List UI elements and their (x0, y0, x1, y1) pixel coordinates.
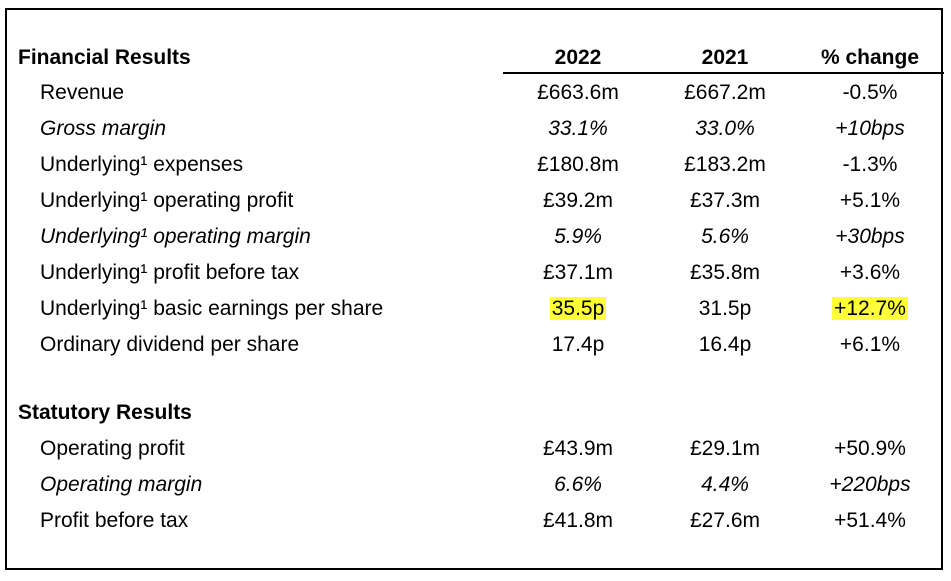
value-underlying-pbt-2021: £35.8m (689, 261, 761, 284)
row-label-underlying-basic-eps: Underlying¹ basic earnings per share (40, 297, 384, 320)
value-gross-margin-2021: 33.0% (695, 117, 755, 140)
value-pbt-2022: £41.8m (542, 509, 614, 532)
value-underlying-eps-2022: 35.5p (508, 297, 648, 321)
value-underlying-expenses-2022: £180.8m (537, 153, 619, 176)
value-underlying-eps-2021: 31.5p (698, 297, 752, 320)
value-underlying-operating-margin-2021: 5.6% (701, 225, 749, 248)
value-operating-margin-2022: 6.6% (554, 473, 602, 496)
value-operating-margin-change: +220bps (829, 473, 911, 496)
row-label-underlying-expenses: Underlying¹ expenses (40, 153, 244, 176)
value-revenue-change: -0.5% (842, 81, 898, 104)
value-underlying-pbt-2022: £37.1m (542, 261, 614, 284)
value-pbt-2021: £27.6m (689, 509, 761, 532)
value-underlying-operating-profit-2022: £39.2m (542, 189, 614, 212)
statutory-results-heading: Statutory Results (18, 401, 192, 424)
value-underlying-pbt-change: +3.6% (839, 261, 901, 284)
row-label-underlying-profit-before-tax: Underlying¹ profit before tax (40, 261, 300, 284)
row-label-ordinary-dividend: Ordinary dividend per share (40, 333, 300, 356)
value-underlying-expenses-change: -1.3% (842, 153, 898, 176)
value-underlying-operating-profit-change: +5.1% (839, 189, 901, 212)
highlighted-eps-2022: 35.5p (549, 297, 607, 320)
row-label-profit-before-tax: Profit before tax (40, 509, 189, 532)
value-gross-margin-2022: 33.1% (548, 117, 608, 140)
value-underlying-operating-margin-2022: 5.9% (554, 225, 602, 248)
column-header-2022: 2022 (554, 46, 602, 69)
value-dividend-2022: 17.4p (551, 333, 605, 356)
header-underline (503, 72, 944, 74)
results-table-frame (5, 8, 943, 570)
value-underlying-operating-margin-change: +30bps (835, 225, 905, 248)
value-operating-profit-2022: £43.9m (542, 437, 614, 460)
value-operating-profit-change: +50.9% (834, 437, 906, 460)
value-underlying-eps-change: +12.7% (800, 297, 940, 321)
row-label-operating-margin: Operating margin (40, 473, 203, 496)
value-revenue-2021: £667.2m (684, 81, 766, 104)
row-label-revenue: Revenue (40, 81, 125, 104)
value-pbt-change: +51.4% (834, 509, 906, 532)
value-gross-margin-change: +10bps (835, 117, 905, 140)
row-label-operating-profit: Operating profit (40, 437, 185, 460)
value-dividend-change: +6.1% (839, 333, 901, 356)
column-header-change: % change (820, 46, 920, 69)
value-dividend-2021: 16.4p (698, 333, 752, 356)
value-underlying-expenses-2021: £183.2m (684, 153, 766, 176)
value-operating-profit-2021: £29.1m (689, 437, 761, 460)
column-header-2021: 2021 (701, 46, 749, 69)
value-underlying-operating-profit-2021: £37.3m (689, 189, 761, 212)
row-label-underlying-operating-profit: Underlying¹ operating profit (40, 189, 294, 212)
row-label-underlying-operating-margin: Underlying¹ operating margin (40, 225, 311, 248)
value-operating-margin-2021: 4.4% (701, 473, 749, 496)
financial-results-heading: Financial Results (18, 46, 191, 69)
value-revenue-2022: £663.6m (537, 81, 619, 104)
highlighted-eps-change: +12.7% (832, 297, 908, 320)
row-label-gross-margin: Gross margin (40, 117, 167, 140)
